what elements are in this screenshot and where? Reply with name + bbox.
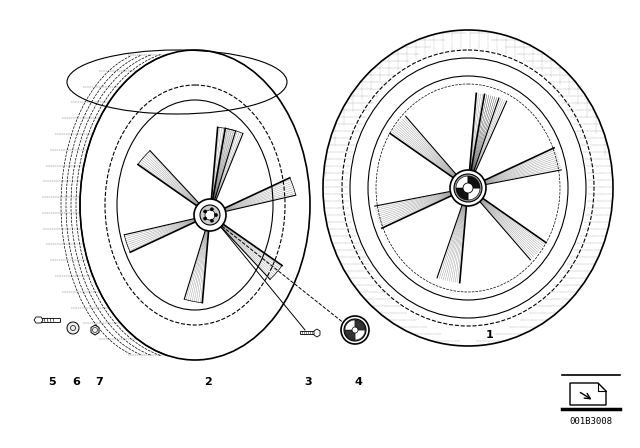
Ellipse shape — [454, 174, 482, 202]
Polygon shape — [468, 188, 480, 200]
Polygon shape — [456, 176, 468, 188]
Polygon shape — [468, 176, 480, 188]
Text: 4: 4 — [354, 377, 362, 387]
Ellipse shape — [450, 170, 486, 206]
Polygon shape — [300, 332, 316, 335]
Ellipse shape — [341, 316, 369, 344]
Ellipse shape — [211, 208, 213, 211]
Text: 001B3008: 001B3008 — [570, 417, 612, 426]
Polygon shape — [91, 325, 99, 335]
Ellipse shape — [214, 214, 218, 216]
Polygon shape — [345, 330, 355, 340]
Text: 7: 7 — [95, 377, 103, 387]
Ellipse shape — [194, 199, 226, 231]
Polygon shape — [355, 320, 365, 330]
Text: 5: 5 — [48, 377, 56, 387]
Polygon shape — [34, 317, 43, 323]
Polygon shape — [314, 329, 320, 337]
Polygon shape — [38, 318, 60, 322]
Polygon shape — [345, 320, 355, 330]
Text: 2: 2 — [204, 377, 212, 387]
Ellipse shape — [204, 210, 207, 213]
Polygon shape — [570, 383, 606, 405]
Ellipse shape — [200, 205, 220, 225]
Polygon shape — [355, 330, 365, 340]
Polygon shape — [456, 188, 468, 200]
Text: 6: 6 — [72, 377, 80, 387]
Ellipse shape — [344, 319, 366, 341]
Ellipse shape — [67, 322, 79, 334]
Text: 1: 1 — [486, 330, 494, 340]
Ellipse shape — [211, 219, 213, 222]
Ellipse shape — [205, 210, 215, 220]
Ellipse shape — [463, 183, 473, 193]
Text: 3: 3 — [304, 377, 312, 387]
Ellipse shape — [204, 217, 207, 220]
Ellipse shape — [352, 327, 358, 333]
